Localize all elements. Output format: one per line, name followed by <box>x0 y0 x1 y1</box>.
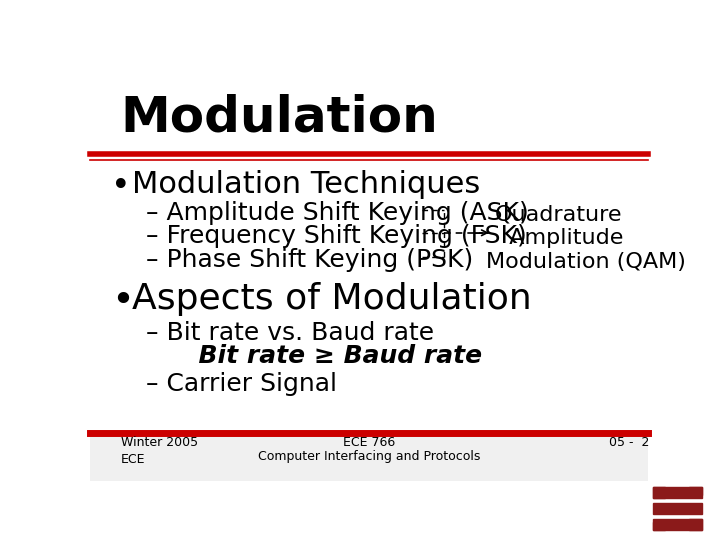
Text: ECE: ECE <box>121 453 145 465</box>
Text: – Carrier Signal: – Carrier Signal <box>145 372 337 396</box>
Text: – Amplitude Shift Keying (ASK): – Amplitude Shift Keying (ASK) <box>145 201 528 225</box>
Text: •: • <box>111 170 131 202</box>
Bar <box>653 522 665 530</box>
Text: OHIO: OHIO <box>20 491 43 500</box>
Text: STATE: STATE <box>19 501 45 510</box>
Bar <box>653 487 701 498</box>
Bar <box>653 503 701 514</box>
Bar <box>90 433 648 481</box>
Bar <box>653 487 665 498</box>
Text: Bit rate ≥ Baud rate: Bit rate ≥ Baud rate <box>145 344 482 368</box>
Bar <box>653 519 701 530</box>
Bar <box>690 519 701 530</box>
Text: UNIVERSITY: UNIVERSITY <box>17 514 46 518</box>
Text: Modulation: Modulation <box>121 94 438 142</box>
Bar <box>690 487 701 495</box>
Text: – Frequency Shift Keying (FSK): – Frequency Shift Keying (FSK) <box>145 224 526 248</box>
Text: Aspects of Modulation: Aspects of Modulation <box>132 282 531 316</box>
Text: Computer Interfacing and Protocols: Computer Interfacing and Protocols <box>258 450 480 463</box>
Text: ECE 766: ECE 766 <box>343 436 395 449</box>
Text: – Bit rate vs. Baud rate: – Bit rate vs. Baud rate <box>145 321 434 345</box>
Text: – Phase Shift Keying (PSK): – Phase Shift Keying (PSK) <box>145 248 473 272</box>
Text: Amplitude: Amplitude <box>495 228 623 248</box>
Text: Modulation Techniques: Modulation Techniques <box>132 170 480 199</box>
Text: 05 -  2: 05 - 2 <box>609 436 649 449</box>
Text: Quadrature: Quadrature <box>495 205 622 225</box>
Text: Winter 2005: Winter 2005 <box>121 436 198 449</box>
Text: Modulation (QAM): Modulation (QAM) <box>486 252 686 272</box>
Text: •: • <box>111 282 134 320</box>
